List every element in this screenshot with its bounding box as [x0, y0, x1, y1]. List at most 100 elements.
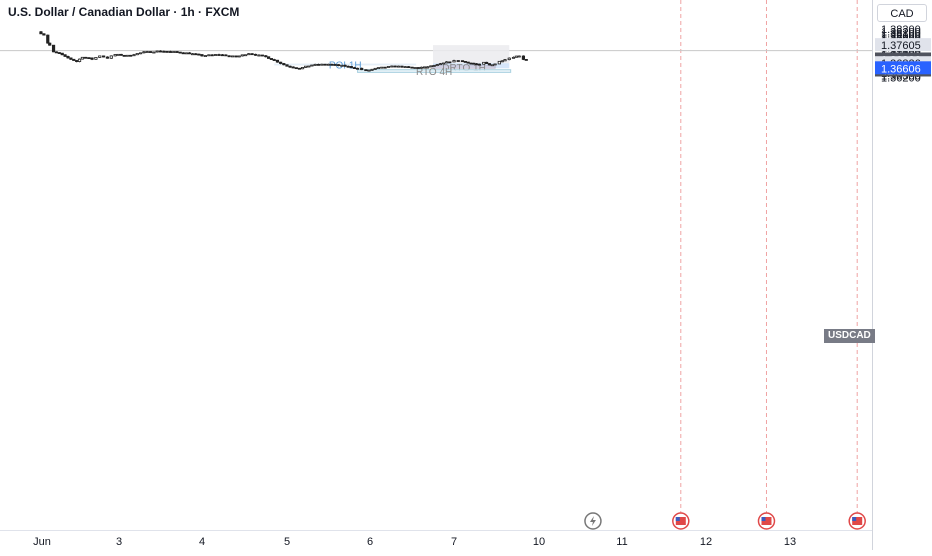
candle: [330, 63, 334, 66]
candle: [407, 66, 411, 69]
candle: [39, 31, 43, 35]
candle: [260, 54, 264, 57]
candle: [323, 63, 327, 66]
price-label: [875, 61, 931, 75]
candle: [355, 67, 360, 70]
candle: [511, 56, 516, 59]
candle: [419, 66, 424, 69]
price-axis[interactable]: 1.383001.382001.381001.380001.379001.378…: [872, 0, 932, 550]
chart-title: U.S. Dollar / Canadian Dollar · 1h · FXC…: [8, 5, 240, 19]
candle: [275, 59, 280, 63]
price-tick: 1.38100: [881, 29, 921, 41]
time-tick: 6: [367, 536, 373, 548]
candle: [181, 52, 185, 55]
candle: [145, 51, 149, 53]
time-tick: 11: [616, 536, 627, 548]
candle: [98, 55, 102, 58]
time-tick: 10: [533, 536, 545, 548]
time-tick: 5: [284, 536, 290, 548]
candle: [203, 55, 207, 57]
candle: [521, 55, 526, 60]
candle: [264, 55, 268, 58]
candle: [482, 61, 486, 65]
time-axis[interactable]: Jun 3 4 5 6 7 10 11 12 13: [0, 530, 872, 550]
candle: [152, 51, 156, 54]
flag-canton: [675, 517, 680, 521]
candle: [234, 55, 238, 58]
zone-label: RTO 4H: [416, 67, 452, 78]
candle: [197, 53, 201, 56]
flag-canton: [761, 517, 766, 521]
candle: [313, 63, 317, 66]
symbol-tag: USDCAD: [824, 329, 875, 343]
candle: [316, 63, 321, 66]
candle: [57, 52, 61, 54]
candle: [524, 59, 528, 61]
candle: [122, 54, 126, 57]
candle: [102, 55, 106, 58]
candle: [435, 64, 439, 66]
candle: [168, 51, 173, 53]
time-tick: 7: [451, 536, 457, 548]
time-tick: 4: [199, 536, 205, 548]
candle: [210, 54, 214, 57]
candle: [352, 67, 357, 69]
zone-label: DRTO 1H: [442, 63, 486, 74]
candle: [291, 66, 295, 69]
candle: [370, 68, 374, 71]
candle: [441, 62, 446, 65]
candle: [80, 56, 85, 60]
candle: [477, 63, 482, 66]
candle: [257, 54, 261, 57]
candle: [484, 61, 489, 64]
candle: [288, 65, 292, 68]
candle: [466, 61, 470, 64]
candle: [310, 64, 314, 67]
candle: [227, 55, 231, 58]
time-tick: Jun: [33, 536, 51, 548]
candle: [213, 54, 218, 56]
candle: [304, 65, 308, 68]
candle: [460, 60, 465, 63]
candle: [445, 61, 449, 64]
candle: [187, 52, 192, 55]
candle: [426, 66, 430, 69]
candle: [46, 34, 50, 44]
candle: [42, 33, 46, 36]
zone-box: [432, 65, 496, 69]
candle: [279, 61, 283, 64]
candle: [373, 67, 377, 70]
price-tick: 1.38200: [881, 26, 921, 38]
candle: [333, 64, 337, 66]
candle: [165, 51, 169, 53]
candle: [162, 50, 166, 53]
candle: [87, 57, 91, 60]
flash-glyph: [589, 516, 596, 526]
candle: [243, 54, 248, 57]
candle: [438, 63, 442, 66]
candle: [113, 54, 117, 57]
candle: [116, 53, 120, 56]
candle: [346, 65, 350, 68]
candle: [493, 63, 497, 66]
flag-canton: [852, 517, 857, 521]
price-label-text: 1.37605: [881, 40, 921, 52]
candle: [217, 54, 221, 56]
candle: [463, 61, 467, 63]
candle: [250, 53, 254, 56]
candle: [282, 63, 286, 66]
candle: [119, 53, 123, 56]
candle: [320, 63, 324, 66]
currency-button[interactable]: CAD: [877, 4, 927, 22]
candle: [158, 50, 163, 53]
candle: [48, 42, 52, 46]
candle: [60, 52, 64, 56]
candle: [500, 60, 504, 63]
candle: [75, 60, 79, 62]
candle: [448, 61, 452, 64]
candle: [343, 64, 347, 67]
candle: [390, 65, 394, 68]
candle: [507, 57, 511, 61]
